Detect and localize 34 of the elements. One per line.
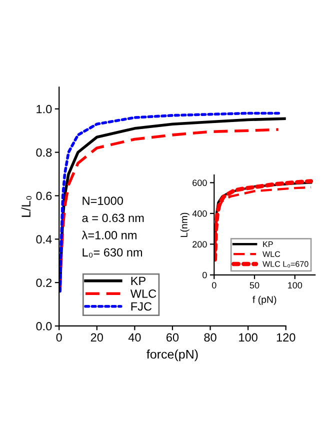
x-tick-label: 120 — [276, 333, 296, 342]
y-tick-label: 400 — [192, 210, 207, 217]
y-tick-label: 0.4 — [36, 235, 52, 244]
y-tick-label: 0 — [202, 272, 207, 278]
y-tick-label: 600 — [192, 180, 207, 186]
x-tick-label: 80 — [204, 333, 216, 342]
legend-label: KP — [131, 276, 146, 285]
y-tick-label: 1.0 — [36, 104, 52, 114]
x-axis-title: f (pN) — [252, 296, 276, 305]
x-tick-label: 100 — [288, 282, 302, 288]
x-tick-label: 40 — [128, 333, 141, 342]
legend-label: WLC — [130, 289, 156, 298]
legend-label: KP — [263, 241, 273, 247]
y-axis-title: L/L₀ — [21, 196, 32, 217]
x-tick-label: 60 — [166, 333, 179, 342]
legend-label: WLC L₀=670 — [262, 261, 308, 268]
x-axis-title: force(pN) — [146, 349, 198, 362]
x-tick-label: 0 — [212, 282, 216, 288]
y-tick-label: 0.6 — [36, 192, 52, 200]
annotation: λ=1.00 nm — [82, 230, 136, 240]
x-tick-label: 20 — [90, 333, 103, 342]
legend-label: WLC — [262, 251, 280, 257]
x-tick-label: 0 — [56, 333, 62, 342]
annotation: N=1000 — [82, 196, 123, 205]
annotation: L₀= 630 nm — [82, 248, 142, 258]
annotation: a = 0.63 nm — [82, 214, 144, 222]
x-tick-label: 50 — [250, 282, 260, 288]
legend-label: FJC — [131, 302, 152, 311]
y-tick-label: 200 — [192, 241, 207, 248]
y-tick-label: 0.2 — [36, 278, 52, 287]
x-tick-label: 100 — [239, 333, 258, 342]
y-tick-label: 0.8 — [36, 148, 52, 157]
y-axis-title: L(nm) — [180, 212, 190, 237]
y-tick-label: 0.0 — [36, 322, 52, 330]
